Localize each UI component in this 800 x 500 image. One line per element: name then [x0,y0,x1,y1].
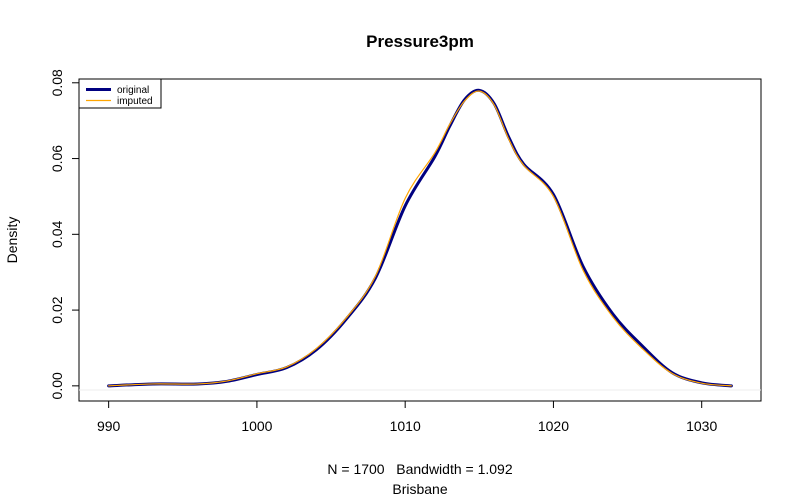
series-line-original [107,88,733,388]
legend-label-imputed: imputed [117,96,153,107]
x-axis: 990 1000 1010 1020 1030 [97,400,717,434]
y-tick-label: 0.06 [49,145,65,172]
x-axis-sublabel: Brisbane [392,481,447,497]
chart-title: Pressure3pm [366,32,474,51]
x-tick-label: 990 [97,418,121,434]
x-tick-label: 1020 [538,418,569,434]
x-tick-label: 1010 [390,418,421,434]
y-axis: 0.00 0.02 0.04 0.06 0.08 [49,69,80,399]
legend-label-original: original [117,85,149,96]
legend-box [78,78,162,109]
plot-frame [78,78,762,402]
series-line-imputed [108,90,732,387]
y-tick-label: 0.02 [49,296,65,323]
y-tick-label: 0.00 [49,372,65,399]
x-tick-label: 1030 [686,418,717,434]
legend: original imputed [78,78,162,109]
y-axis-label: Density [4,217,20,264]
y-tick-label: 0.08 [49,69,65,96]
y-tick-label: 0.04 [49,220,65,247]
series-layer [107,88,733,388]
x-tick-label: 1000 [241,418,272,434]
x-axis-label: N = 1700 Bandwidth = 1.092 [327,461,512,477]
